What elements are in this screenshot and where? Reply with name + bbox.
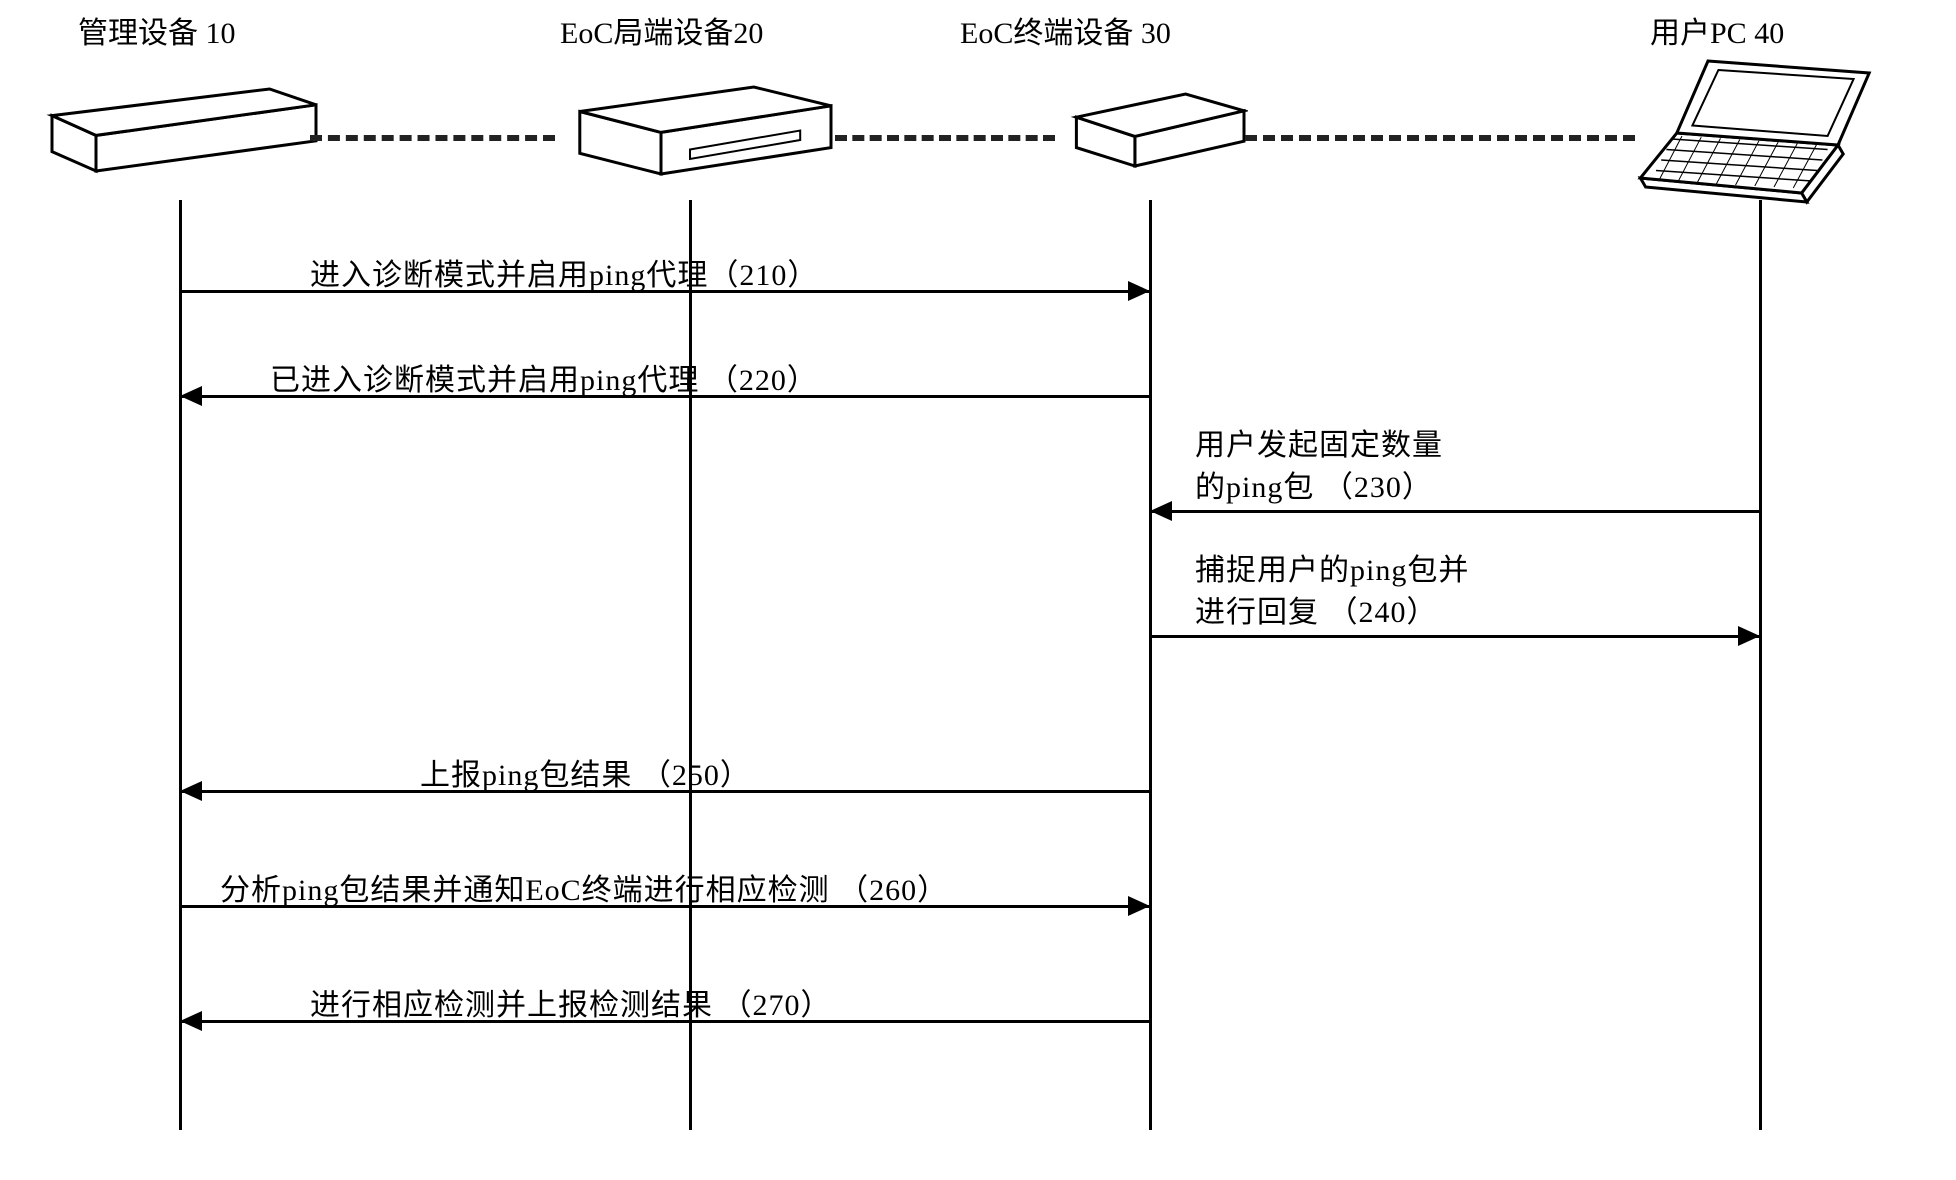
headend-box-icon bbox=[545, 83, 835, 178]
message-label: 捕捉用户的ping包并 bbox=[1195, 545, 1469, 589]
message-arrowhead bbox=[1128, 896, 1150, 916]
participant-label-pc: 用户PC 40 bbox=[1650, 8, 1784, 52]
laptop-icon bbox=[1630, 55, 1890, 205]
lifeline-pc bbox=[1759, 200, 1762, 1130]
message-label: 用户发起固定数量 bbox=[1195, 420, 1443, 464]
dashed-connector-0 bbox=[310, 135, 555, 141]
dashed-connector-1 bbox=[835, 135, 1055, 141]
participant-label-term: EoC终端设备 30 bbox=[960, 8, 1171, 52]
message-line bbox=[1150, 510, 1760, 513]
message-label: 已进入诊断模式并启用ping代理 （220） bbox=[270, 355, 818, 399]
lifeline-term bbox=[1149, 200, 1152, 1130]
message-label: 分析ping包结果并通知EoC终端进行相应检测 （260） bbox=[220, 865, 948, 909]
message-arrowhead bbox=[1128, 281, 1150, 301]
lifeline-mgmt bbox=[179, 200, 182, 1130]
message-line bbox=[1150, 635, 1760, 638]
message-arrowhead bbox=[1738, 626, 1760, 646]
message-label-2: 的ping包 （230） bbox=[1195, 462, 1433, 506]
message-arrowhead bbox=[1150, 501, 1172, 521]
terminal-box-icon bbox=[1053, 90, 1248, 170]
message-arrowhead bbox=[180, 1011, 202, 1031]
message-label: 上报ping包结果 （250） bbox=[420, 750, 751, 794]
message-arrowhead bbox=[180, 386, 202, 406]
server-bar-icon bbox=[40, 85, 320, 175]
participant-label-mgmt: 管理设备 10 bbox=[78, 8, 236, 52]
message-label-2: 进行回复 （240） bbox=[1195, 587, 1438, 631]
dashed-connector-2 bbox=[1245, 135, 1635, 141]
participant-label-headend: EoC局端设备20 bbox=[560, 8, 763, 52]
message-label: 进入诊断模式并启用ping代理（210） bbox=[310, 250, 818, 294]
message-arrowhead bbox=[180, 781, 202, 801]
message-label: 进行相应检测并上报检测结果 （270） bbox=[310, 980, 832, 1024]
